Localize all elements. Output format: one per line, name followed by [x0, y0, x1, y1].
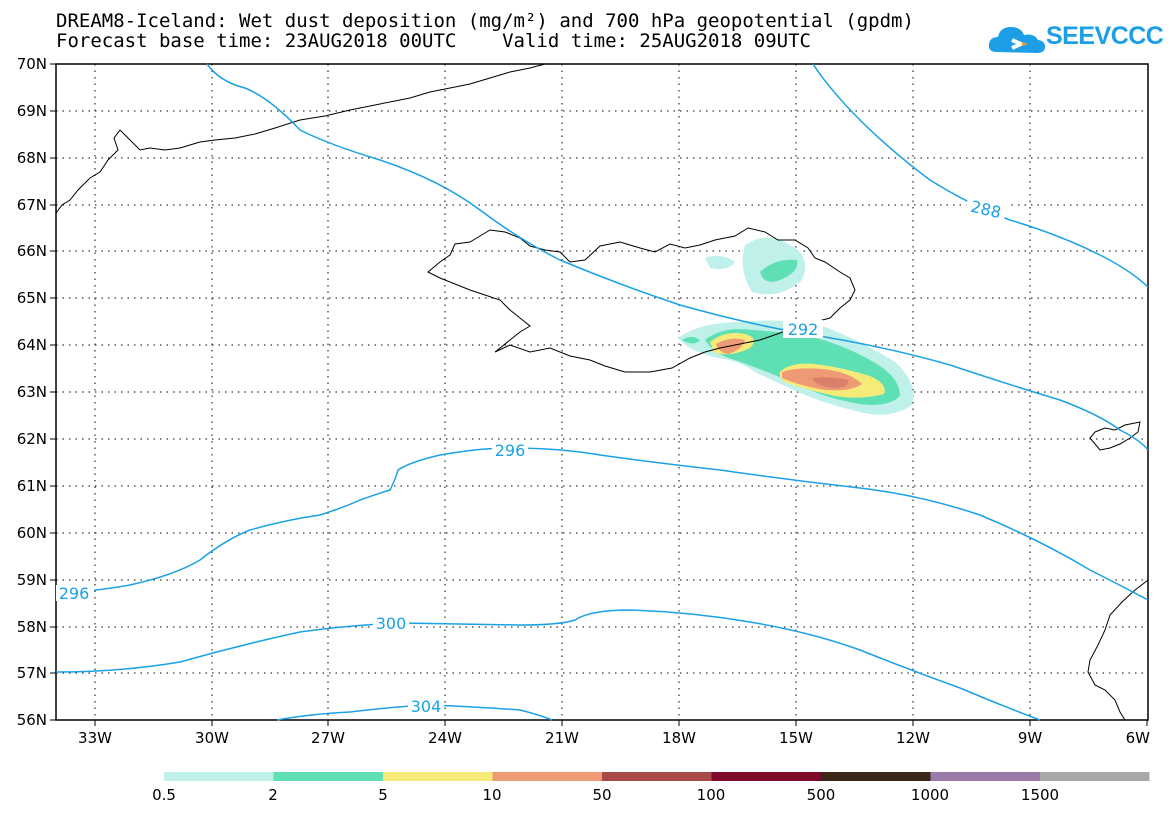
legend-swatch — [930, 772, 1040, 781]
legend-label: 500 — [807, 786, 836, 804]
legend-label: 2 — [268, 786, 278, 804]
lat-label: 63N — [17, 383, 47, 401]
forecast-time-line: Forecast base time: 23AUG2018 00UTC Vali… — [56, 30, 811, 52]
lat-label: 57N — [17, 664, 47, 682]
deposition-area-2 — [682, 337, 700, 344]
legend-label: 0.5 — [152, 786, 176, 804]
latitude-labels: 70N 69N 68N 67N 66N 65N 64N 63N 62N 61N … — [17, 55, 47, 729]
deposition-area-0.5 — [705, 255, 735, 270]
contour-labels: 288 292 296 296 300 304 — [56, 195, 1008, 716]
contour-300 — [55, 609, 1041, 721]
legend-swatch — [711, 772, 821, 781]
lat-label: 58N — [17, 618, 47, 636]
legend-swatch — [164, 772, 274, 781]
legend-swatch — [821, 772, 931, 781]
contour-label-304: 304 — [411, 697, 442, 716]
lat-label: 70N — [17, 55, 47, 73]
lon-label: 18W — [662, 729, 696, 747]
coastlines — [55, 63, 1149, 721]
lat-label: 62N — [17, 430, 47, 448]
geopotential-contours — [55, 63, 1149, 721]
lat-label: 69N — [17, 102, 47, 120]
graticule — [56, 64, 1148, 720]
lon-label: 24W — [428, 729, 462, 747]
dust-deposition-field — [678, 237, 914, 415]
lat-label: 64N — [17, 336, 47, 354]
lat-label: 67N — [17, 196, 47, 214]
legend-label: 1500 — [1021, 786, 1059, 804]
lat-label: 56N — [17, 711, 47, 729]
legend-swatch — [1040, 772, 1150, 781]
greenland-coast — [55, 63, 546, 214]
legend-label: 10 — [482, 786, 501, 804]
contour-label-296: 296 — [495, 441, 526, 460]
lon-label: 6W — [1126, 729, 1151, 747]
contour-label-296-west: 296 — [59, 584, 90, 603]
lon-label: 15W — [779, 729, 813, 747]
lon-label: 27W — [311, 729, 345, 747]
cloud-logo-icon — [988, 27, 1046, 53]
faroe-coast — [1089, 421, 1141, 451]
contour-292 — [206, 63, 1149, 451]
contour-288 — [812, 63, 1149, 288]
lat-label: 59N — [17, 571, 47, 589]
lon-label: 21W — [545, 729, 579, 747]
legend-swatch — [273, 772, 383, 781]
logo-text: SEEVCCC — [1046, 22, 1164, 50]
contour-label-300: 300 — [376, 614, 407, 633]
legend-colorbar — [164, 772, 1150, 781]
lat-label: 65N — [17, 289, 47, 307]
lat-label: 61N — [17, 477, 47, 495]
lat-label: 66N — [17, 242, 47, 260]
deposition-area-2 — [760, 259, 798, 282]
contour-label-292: 292 — [788, 320, 819, 339]
legend-labels: 0.5 2 5 10 50 100 500 1000 1500 — [152, 786, 1059, 804]
lon-label: 33W — [78, 729, 112, 747]
iceland-coast — [427, 227, 856, 373]
deposition-area-50 — [812, 377, 849, 388]
lon-label: 12W — [896, 729, 930, 747]
map-title: DREAM8-Iceland: Wet dust deposition (mg/… — [56, 10, 914, 32]
contour-label-288: 288 — [969, 197, 1003, 222]
legend-label: 50 — [592, 786, 611, 804]
lon-label: 30W — [195, 729, 229, 747]
legend-label: 1000 — [911, 786, 949, 804]
contour-296a — [55, 447, 1149, 601]
lon-label: 9W — [1018, 729, 1043, 747]
lat-label: 68N — [17, 149, 47, 167]
legend-label: 100 — [697, 786, 726, 804]
legend-swatch — [602, 772, 712, 781]
legend-swatch — [383, 772, 493, 781]
legend-swatch — [492, 772, 602, 781]
axis-ticks — [50, 63, 1148, 726]
legend-label: 5 — [378, 786, 388, 804]
scotland-coast — [1087, 579, 1149, 721]
longitude-labels: 33W 30W 27W 24W 21W 18W 15W 12W 9W 6W — [78, 729, 1150, 747]
lat-label: 60N — [17, 524, 47, 542]
